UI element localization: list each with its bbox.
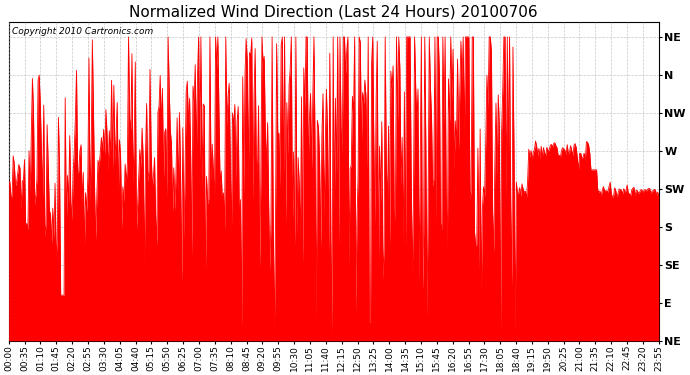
Text: Copyright 2010 Cartronics.com: Copyright 2010 Cartronics.com <box>12 27 153 36</box>
Title: Normalized Wind Direction (Last 24 Hours) 20100706: Normalized Wind Direction (Last 24 Hours… <box>130 4 538 19</box>
